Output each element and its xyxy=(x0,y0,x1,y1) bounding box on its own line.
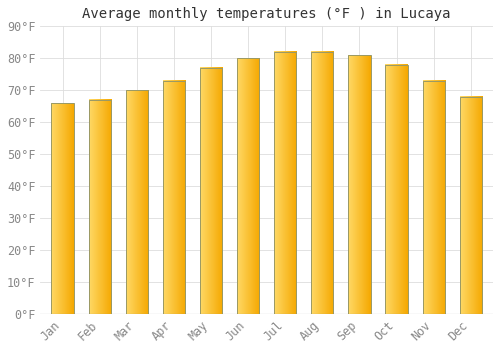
Bar xyxy=(274,52,296,314)
Bar xyxy=(422,80,445,314)
Bar xyxy=(200,68,222,314)
Bar xyxy=(348,55,370,314)
Title: Average monthly temperatures (°F ) in Lucaya: Average monthly temperatures (°F ) in Lu… xyxy=(82,7,451,21)
Bar xyxy=(126,90,148,314)
Bar xyxy=(237,58,260,314)
Bar xyxy=(88,100,111,314)
Bar xyxy=(460,97,482,314)
Bar xyxy=(52,103,74,314)
Bar xyxy=(311,52,334,314)
Bar xyxy=(386,65,407,314)
Bar xyxy=(163,80,185,314)
